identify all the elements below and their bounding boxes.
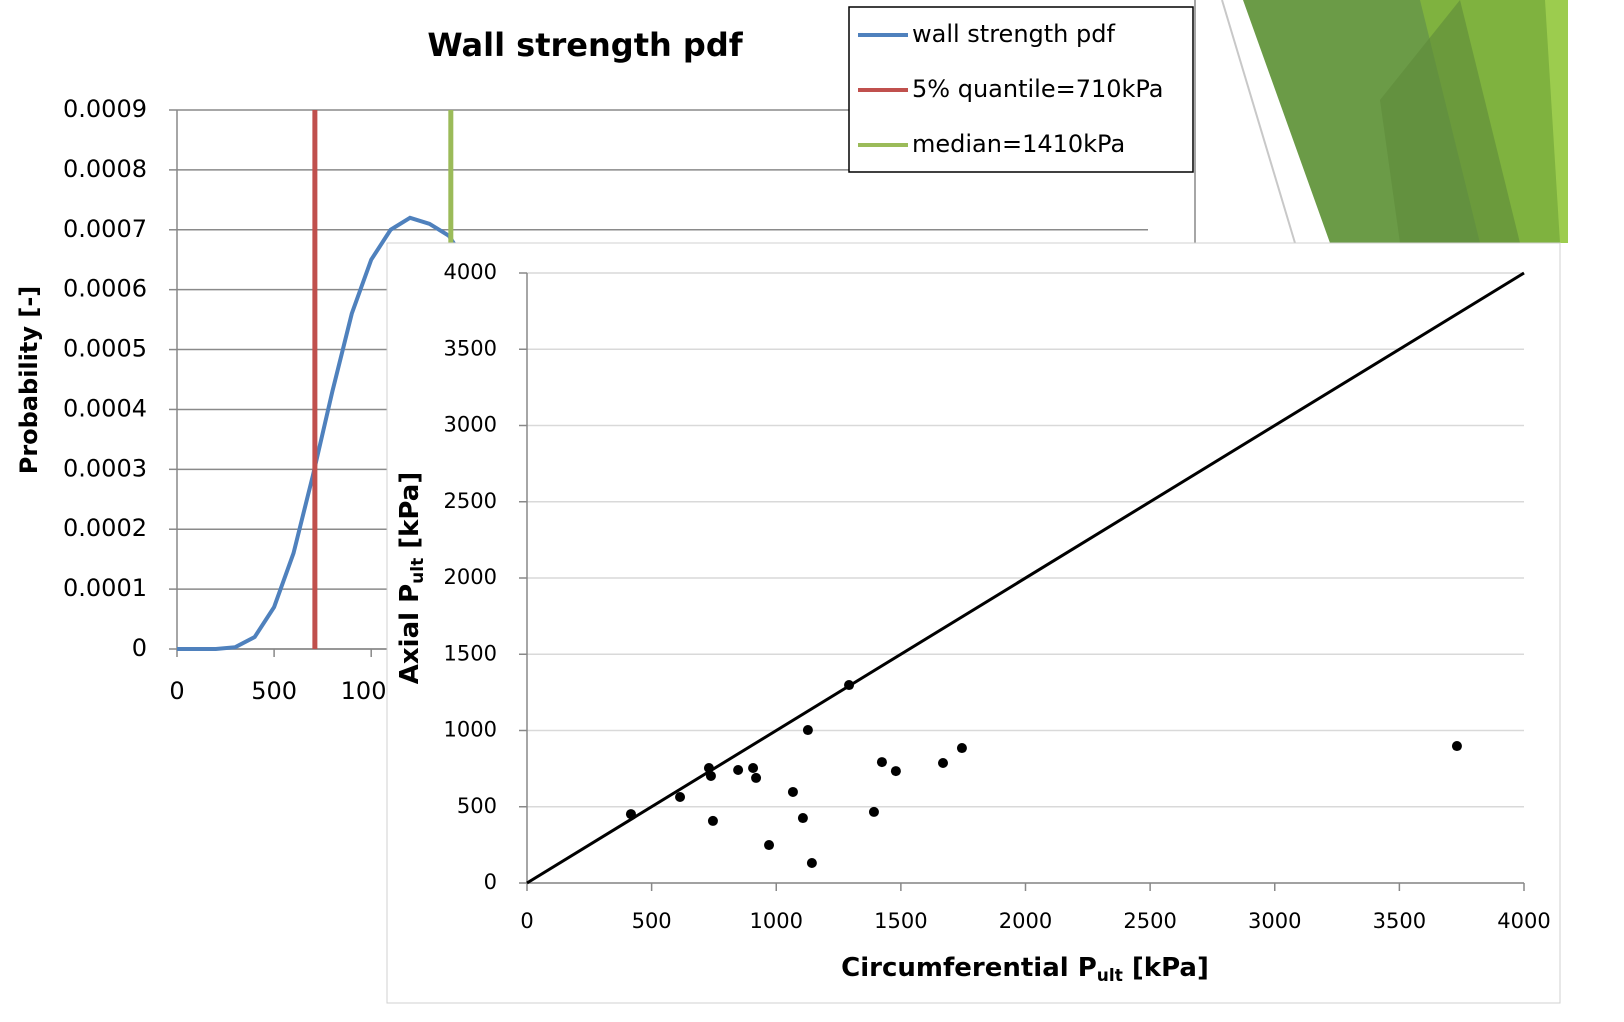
y-tick-label: 3000 — [444, 413, 497, 437]
legend-label: median=1410kPa — [912, 130, 1125, 158]
y-tick-label: 0.0005 — [63, 335, 147, 363]
x-tick-label: 3000 — [1248, 909, 1301, 933]
green-shape — [1380, 0, 1520, 243]
data-point — [764, 840, 775, 851]
x-tick-label: 4000 — [1497, 909, 1550, 933]
legend-label: 5% quantile=710kPa — [912, 75, 1164, 103]
x-tick-label: 1000 — [750, 909, 803, 933]
data-point — [844, 680, 855, 691]
data-point — [748, 763, 759, 774]
x-tick-label: 2000 — [999, 909, 1052, 933]
x-tick-label: 500 — [632, 909, 672, 933]
y-tick-label: 4000 — [444, 260, 497, 284]
data-point — [705, 770, 716, 781]
green-shape — [1545, 0, 1568, 243]
data-point — [937, 757, 948, 768]
data-point — [1451, 741, 1462, 752]
data-point — [787, 786, 798, 797]
y-tick-label: 3500 — [444, 336, 497, 360]
x-tick-label: 0 — [520, 909, 533, 933]
x-tick-label: 3500 — [1373, 909, 1426, 933]
x-tick-label: 1500 — [874, 909, 927, 933]
y-tick-label: 0.0002 — [63, 514, 147, 542]
data-point — [806, 858, 817, 869]
y-tick-label: 2000 — [444, 565, 497, 589]
decoration — [1194, 0, 1568, 244]
data-point — [890, 766, 901, 777]
y-tick-label: 0.0003 — [63, 454, 147, 482]
y-tick-label: 1500 — [444, 641, 497, 665]
y-tick-label: 500 — [457, 794, 497, 818]
legend-label: wall strength pdf — [912, 20, 1115, 48]
data-point — [956, 743, 967, 754]
y-tick-label: 1000 — [444, 718, 497, 742]
data-point — [703, 763, 714, 774]
y-tick-label: 2500 — [444, 489, 497, 513]
data-point — [707, 815, 718, 826]
data-point — [625, 809, 636, 820]
y-tick-label: 0.0004 — [63, 394, 147, 422]
y-axis-label: Axial Pult [kPa] — [395, 472, 429, 684]
data-point — [876, 757, 887, 768]
data-point — [733, 764, 744, 775]
y-axis-label: Probability [-] — [15, 286, 43, 475]
deco-line — [1221, 0, 1296, 244]
x-tick-label: 500 — [251, 677, 297, 705]
y-tick-label: 0.0006 — [63, 275, 147, 303]
x-tick-label: 0 — [169, 677, 184, 705]
scatter-chart: Circumferential Pult [kPa] Axial Pult [k… — [386, 242, 1561, 1004]
data-point — [751, 772, 762, 783]
y-tick-label: 0 — [132, 634, 147, 662]
data-point — [675, 791, 686, 802]
x-tick-label: 2500 — [1123, 909, 1176, 933]
y-tick-label: 0 — [484, 870, 497, 894]
data-point — [797, 813, 808, 824]
x-axis-label: Circumferential Pult [kPa] — [841, 953, 1209, 987]
y-tick-label: 0.0001 — [63, 574, 147, 602]
data-point — [868, 806, 879, 817]
y-tick-label: 0.0009 — [63, 95, 147, 123]
reference-line — [526, 271, 1525, 885]
y-tick-label: 0.0007 — [63, 215, 147, 243]
y-tick-label: 0.0008 — [63, 155, 147, 183]
data-point — [802, 725, 813, 736]
chart-title: Wall strength pdf — [427, 26, 743, 64]
